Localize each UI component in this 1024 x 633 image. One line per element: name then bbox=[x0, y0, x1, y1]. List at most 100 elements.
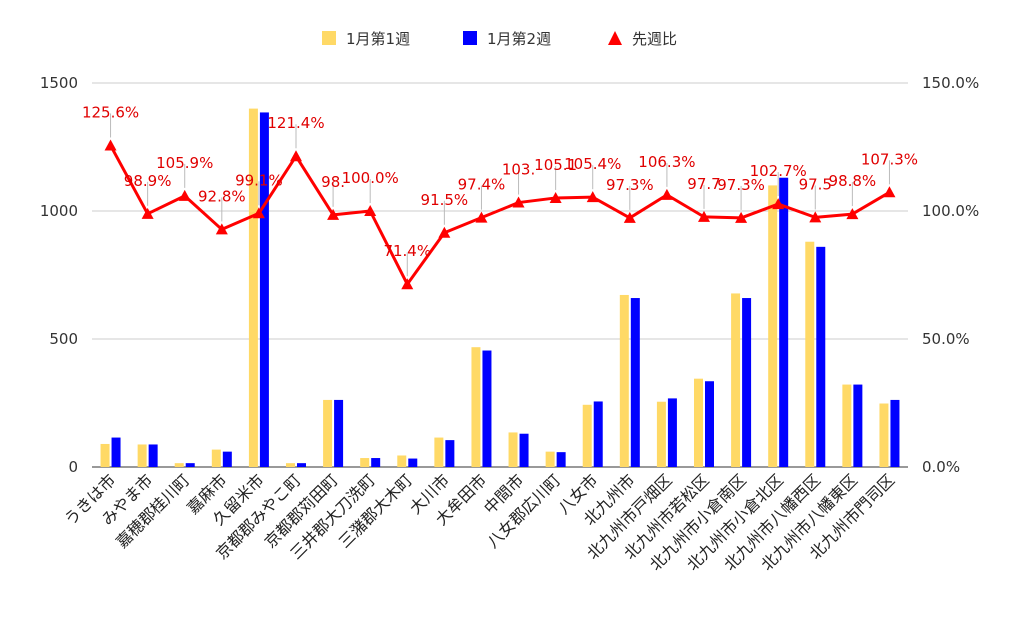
right-axis-tick-label: 100.0% bbox=[922, 202, 979, 220]
bar bbox=[816, 246, 826, 467]
bar bbox=[434, 437, 444, 467]
bar bbox=[360, 458, 370, 467]
ratio-point bbox=[586, 191, 599, 203]
ratio-data-label: 97.3% bbox=[717, 176, 765, 194]
bar bbox=[185, 463, 195, 467]
bar bbox=[508, 432, 518, 467]
left-axis-tick-label: 500 bbox=[49, 330, 78, 348]
bar bbox=[222, 451, 232, 467]
bar bbox=[768, 185, 778, 467]
ratio-point bbox=[327, 208, 340, 220]
bar bbox=[482, 350, 492, 467]
ratio-point bbox=[549, 191, 562, 203]
bar bbox=[148, 444, 158, 467]
ratio-point bbox=[809, 211, 822, 223]
ratio-data-label: 105.1 bbox=[534, 156, 577, 174]
bar bbox=[211, 449, 221, 467]
bar bbox=[805, 241, 815, 467]
bar bbox=[890, 399, 900, 467]
ratio-data-label: 98.8% bbox=[829, 172, 877, 190]
ratio-point bbox=[623, 211, 636, 223]
ratio-data-label: 100.0% bbox=[342, 169, 399, 187]
ratio-data-label: 91.5% bbox=[421, 191, 469, 209]
ratio-data-label: 98. bbox=[321, 173, 345, 191]
ratio-data-label: 97.3% bbox=[606, 176, 654, 194]
ratio-point bbox=[735, 211, 748, 223]
bar bbox=[593, 401, 603, 467]
bar bbox=[297, 463, 306, 467]
bar bbox=[397, 455, 407, 467]
ratio-point bbox=[438, 226, 451, 238]
ratio-point bbox=[141, 207, 154, 219]
right-axis-tick-label: 0.0% bbox=[922, 458, 960, 476]
bar bbox=[519, 433, 529, 467]
bar bbox=[656, 401, 666, 467]
bar bbox=[323, 399, 333, 467]
ratio-point bbox=[401, 278, 414, 290]
ratio-data-label: 97.4% bbox=[458, 176, 506, 194]
ratio-data-label: 98.9% bbox=[124, 172, 172, 190]
bar bbox=[619, 294, 629, 467]
ratio-data-label: 106.3% bbox=[638, 153, 695, 171]
ratio-data-label: 105.4% bbox=[564, 155, 621, 173]
ratio-point bbox=[772, 198, 785, 210]
bar bbox=[259, 112, 269, 467]
legend-swatch bbox=[608, 31, 622, 45]
ratio-data-label: 92.8% bbox=[198, 187, 246, 205]
legend-label: 1月第2週 bbox=[487, 30, 551, 48]
ratio-data-label: 97.5 bbox=[799, 175, 832, 193]
bar bbox=[879, 403, 889, 467]
ratio-data-label: 99.1% bbox=[235, 171, 283, 189]
bar bbox=[731, 293, 741, 467]
bar bbox=[667, 398, 677, 467]
bar bbox=[100, 443, 110, 467]
bar bbox=[137, 444, 147, 467]
bar bbox=[286, 463, 295, 467]
right-axis-tick-label: 50.0% bbox=[922, 330, 970, 348]
bar bbox=[371, 458, 381, 467]
bar bbox=[408, 458, 418, 467]
bar bbox=[111, 437, 121, 467]
ratio-point bbox=[846, 208, 859, 220]
legend-label: 先週比 bbox=[632, 30, 677, 48]
bar bbox=[742, 298, 752, 467]
right-axis-tick-label: 150.0% bbox=[922, 74, 979, 92]
ratio-point bbox=[883, 186, 896, 198]
left-axis-tick-label: 1500 bbox=[40, 74, 78, 92]
bar bbox=[248, 108, 258, 467]
ratio-point bbox=[660, 188, 673, 200]
ratio-line bbox=[109, 144, 891, 286]
legend-swatch bbox=[463, 31, 477, 45]
legend-swatch bbox=[322, 31, 336, 45]
ratio-data-label: 105.9% bbox=[156, 154, 213, 172]
ratio-point bbox=[512, 196, 525, 208]
legend-label: 1月第1週 bbox=[346, 30, 410, 48]
bar bbox=[556, 452, 566, 467]
ratio-data-label: 107.3% bbox=[861, 150, 918, 168]
bar bbox=[779, 177, 789, 467]
ratio-data-label: 71.4% bbox=[383, 242, 431, 260]
ratio-point bbox=[364, 205, 377, 216]
ratio-point bbox=[178, 189, 191, 201]
ratio-point bbox=[215, 223, 228, 235]
ratio-data-label: 102.7% bbox=[750, 162, 807, 180]
bar bbox=[545, 451, 555, 467]
bar bbox=[445, 440, 455, 467]
bar bbox=[582, 404, 592, 467]
ratio-point bbox=[104, 139, 117, 151]
ratio-point bbox=[290, 150, 302, 162]
left-axis-tick-label: 1000 bbox=[40, 202, 78, 220]
ratio-data-label: 121.4% bbox=[267, 114, 324, 132]
ratio-data-label: 97.7 bbox=[687, 175, 720, 193]
bar bbox=[471, 347, 481, 467]
bar bbox=[842, 384, 852, 467]
bar bbox=[630, 298, 640, 467]
bar bbox=[705, 381, 714, 467]
left-axis-tick-label: 0 bbox=[68, 458, 78, 476]
bar bbox=[853, 384, 863, 467]
bar bbox=[174, 463, 184, 467]
ratio-point bbox=[475, 211, 488, 223]
bar bbox=[334, 399, 344, 467]
